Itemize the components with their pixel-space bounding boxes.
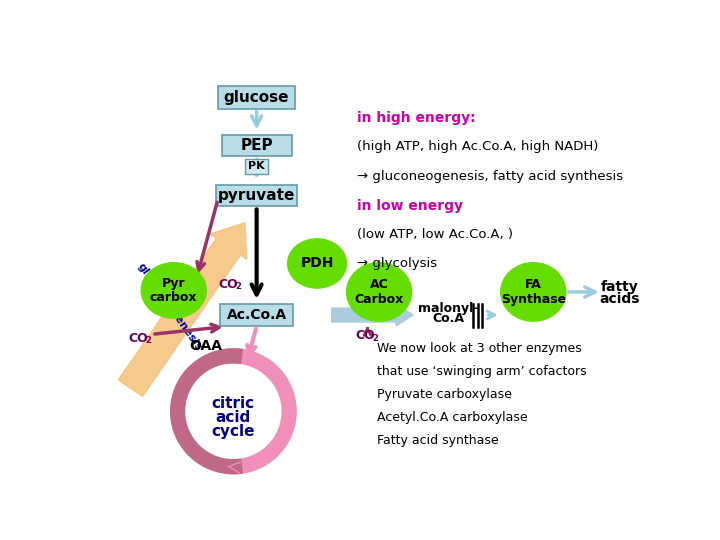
Text: gluconeogenesis: gluconeogenesis [136, 262, 204, 353]
Text: 2: 2 [235, 282, 241, 291]
FancyArrow shape [118, 222, 247, 396]
Text: acid: acid [216, 410, 251, 425]
Text: that use ‘swinging arm’ cofactors: that use ‘swinging arm’ cofactors [377, 365, 586, 378]
Text: fatty: fatty [600, 280, 638, 294]
Text: Pyruvate carboxylase: Pyruvate carboxylase [377, 388, 512, 401]
Text: citric: citric [212, 396, 255, 411]
Text: CO: CO [128, 332, 148, 345]
Ellipse shape [141, 262, 206, 318]
Text: FA: FA [525, 278, 541, 291]
Text: Acetyl.Co.A carboxylase: Acetyl.Co.A carboxylase [377, 411, 527, 424]
Text: PEP: PEP [240, 138, 273, 153]
FancyBboxPatch shape [218, 85, 295, 109]
Text: OAA: OAA [190, 339, 222, 353]
Text: CO: CO [218, 278, 238, 291]
Text: AC: AC [369, 278, 389, 291]
Text: Ac.Co.A: Ac.Co.A [227, 308, 287, 322]
Text: malonyl-: malonyl- [418, 302, 478, 315]
Text: PK: PK [248, 161, 265, 171]
Text: acids: acids [599, 292, 639, 306]
Text: PDH: PDH [300, 256, 334, 271]
Text: → gluconeogenesis, fatty acid synthesis: → gluconeogenesis, fatty acid synthesis [357, 170, 624, 183]
FancyArrow shape [332, 304, 413, 326]
FancyBboxPatch shape [216, 185, 297, 206]
Text: → glycolysis: → glycolysis [357, 257, 438, 271]
Text: Fatty acid synthase: Fatty acid synthase [377, 434, 498, 448]
FancyBboxPatch shape [222, 135, 292, 157]
Ellipse shape [346, 262, 412, 321]
Text: Co.A: Co.A [432, 313, 464, 326]
Text: 2: 2 [372, 334, 378, 343]
Text: 2: 2 [145, 336, 151, 345]
Ellipse shape [287, 239, 346, 288]
Text: Synthase: Synthase [500, 293, 566, 306]
Text: Carbox: Carbox [354, 293, 404, 306]
Text: cycle: cycle [212, 424, 255, 439]
FancyBboxPatch shape [220, 304, 294, 326]
Text: We now look at 3 other enzymes: We now look at 3 other enzymes [377, 342, 582, 355]
Text: in high energy:: in high energy: [357, 111, 476, 125]
Text: Pyr: Pyr [162, 277, 186, 290]
Text: (high ATP, high Ac.Co.A, high NADH): (high ATP, high Ac.Co.A, high NADH) [357, 140, 599, 153]
Text: in low energy: in low energy [357, 199, 464, 213]
Text: pyruvate: pyruvate [218, 188, 295, 203]
Text: carbox: carbox [150, 291, 197, 304]
FancyBboxPatch shape [245, 159, 269, 174]
Ellipse shape [500, 262, 566, 321]
Text: CO: CO [355, 329, 375, 342]
Text: glucose: glucose [224, 90, 289, 105]
Text: (low ATP, low Ac.Co.A, ): (low ATP, low Ac.Co.A, ) [357, 228, 513, 241]
